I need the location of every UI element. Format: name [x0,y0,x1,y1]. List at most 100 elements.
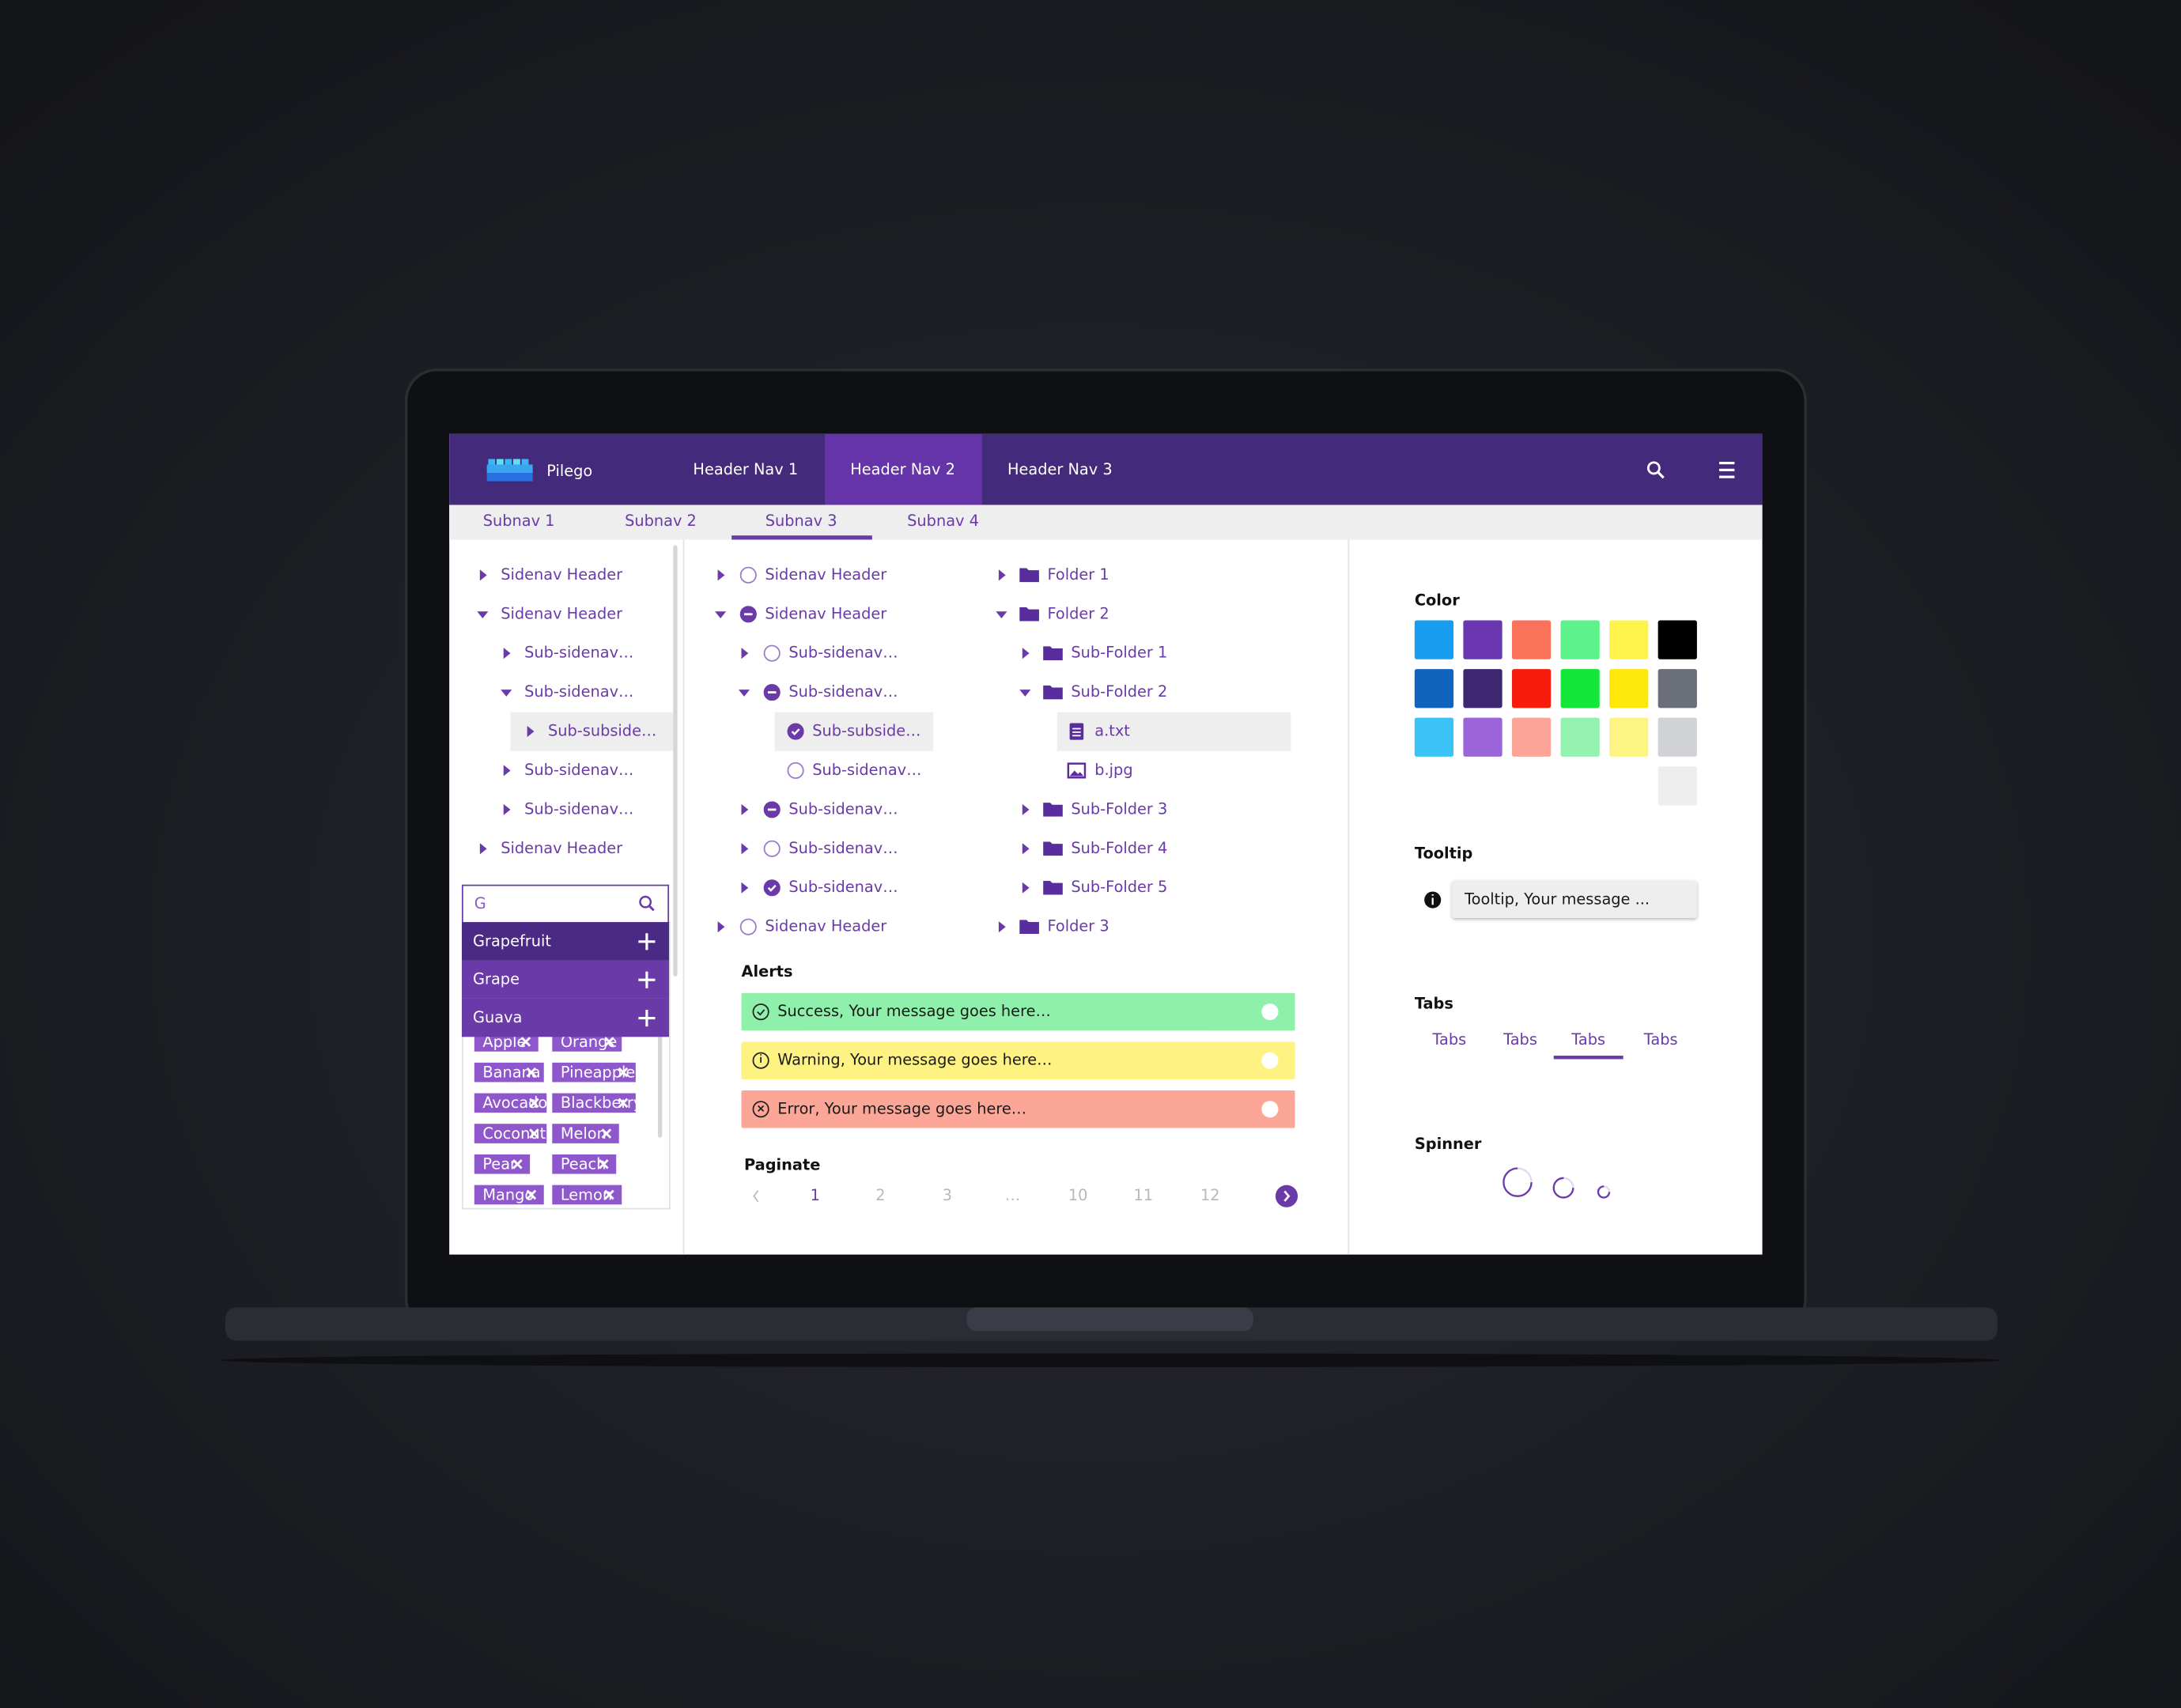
tree-item[interactable]: Folder 2 [1047,604,1109,622]
checkbox[interactable] [763,879,781,897]
page-number[interactable]: … [1005,1186,1020,1204]
tab[interactable]: Tabs [1503,1030,1537,1049]
checkbox-mark [744,613,753,616]
checkbox[interactable] [763,644,781,662]
checkbox[interactable] [739,566,757,584]
file-line [1072,731,1081,733]
dropdown-option[interactable] [461,960,670,999]
header-nav[interactable]: Header Nav 1 [693,460,798,478]
alert-icon [752,1003,769,1021]
checkbox[interactable] [739,918,757,935]
tree-item[interactable]: Sub-Folder 4 [1071,839,1167,857]
subnav-item[interactable]: Subnav 1 [483,512,555,530]
header-nav[interactable]: Header Nav 3 [1007,460,1113,478]
tab[interactable]: Tabs [1643,1030,1678,1049]
tree-item[interactable]: Sidenav Header [765,565,886,584]
tag-remove-icon[interactable] [529,1098,539,1109]
tag-remove-icon[interactable] [604,1189,614,1200]
tab[interactable]: Tabs [1431,1030,1466,1049]
tag-remove-icon[interactable] [512,1158,523,1170]
color-swatch [1511,669,1552,709]
checkbox[interactable] [787,761,804,780]
tree-item[interactable]: Sub-sidenav… [788,644,898,662]
subnav-item[interactable]: Subnav 4 [907,512,979,530]
tree-item[interactable]: a.txt [1094,722,1130,740]
page-number[interactable]: 11 [1134,1186,1154,1204]
tree-item[interactable]: Folder 3 [1047,917,1109,935]
tree-item[interactable]: b.jpg [1094,761,1132,779]
page-number[interactable]: 10 [1068,1186,1088,1204]
tree-item[interactable]: Sub-sidenav… [788,839,898,857]
section-title: Color [1415,591,1460,609]
header-nav[interactable]: Header Nav 2 [850,460,955,478]
tree-item[interactable]: Sub-Folder 3 [1071,799,1167,818]
tree-item[interactable]: Sub-subside… [812,722,920,740]
caret-icon [738,690,750,697]
tree-item[interactable]: Sub-sidenav… [788,878,898,896]
menu-icon[interactable] [1719,468,1735,471]
sidenav-item[interactable]: Sub-sidenav… [524,761,633,779]
tooltip-text: Tooltip, Your message ... [1464,890,1650,909]
sidenav-item[interactable]: Sub-sidenav… [524,682,633,701]
sidenav-item[interactable]: Sidenav Header [501,565,622,584]
color-swatch [1463,717,1503,757]
sidenav-item[interactable]: Sidenav Header [501,839,622,857]
tag-remove-icon[interactable] [601,1128,612,1139]
color-swatch [1463,620,1503,659]
tree-item[interactable]: Sub-sidenav… [788,682,898,701]
sidenav-item[interactable]: Sidenav Header [501,604,622,622]
page-number[interactable]: 12 [1200,1186,1220,1204]
alert-text: Success, Your message goes here… [777,1002,1051,1020]
tag-remove-icon[interactable] [604,1037,614,1047]
dropdown-option[interactable] [461,998,670,1037]
search-input[interactable] [461,884,670,924]
sidenav-item[interactable]: Sub-sidenav… [524,799,633,818]
tree-item[interactable]: Sub-Folder 1 [1071,644,1167,662]
menu-icon[interactable] [1719,475,1735,478]
caret-icon [503,803,511,815]
tree-item[interactable]: Sidenav Header [765,917,886,935]
tag-remove-icon[interactable] [618,1098,629,1109]
alert [741,1090,1295,1128]
page-number[interactable]: 2 [875,1186,885,1204]
tree-item[interactable]: Sub-Folder 2 [1071,682,1167,701]
tree-item[interactable]: Sub-sidenav… [812,761,921,779]
tag-remove-icon[interactable] [529,1128,539,1139]
scrollbar [657,1029,663,1138]
subnav-item[interactable]: Subnav 2 [625,512,697,530]
search-icon [1657,471,1665,479]
sidenav-item[interactable]: Sub-subside… [548,722,656,740]
alert [741,992,1295,1031]
menu-icon[interactable] [1719,461,1735,465]
selected-row [510,712,674,751]
subnav-item[interactable]: Subnav 3 [765,512,837,530]
section-title: Paginate [744,1156,820,1174]
page-number[interactable]: 3 [943,1186,952,1204]
color-swatch [1657,766,1697,806]
tree-item[interactable]: Sub-Folder 5 [1071,878,1167,896]
page-number[interactable]: 1 [811,1186,820,1204]
alert-close[interactable] [1261,1003,1279,1021]
tag-remove-icon[interactable] [618,1067,629,1078]
tag-remove-icon[interactable] [599,1158,609,1170]
checkbox[interactable] [787,723,804,740]
tree-item[interactable]: Folder 1 [1047,565,1109,584]
tree-item[interactable]: Sub-sidenav… [788,799,898,818]
prev-icon[interactable] [753,1190,759,1203]
search-icon[interactable] [1646,461,1661,475]
tag-remove-icon[interactable] [526,1189,537,1200]
tree-item[interactable]: Sidenav Header [765,604,886,622]
sidenav-item[interactable]: Sub-sidenav… [524,644,633,662]
tag-remove-icon[interactable] [526,1067,537,1078]
caret-icon [741,882,749,894]
tab[interactable]: Tabs [1571,1030,1605,1049]
checkbox[interactable] [763,840,781,857]
subnav-bar [449,504,1763,540]
color-swatch [1511,620,1552,659]
tag-remove-icon[interactable] [520,1037,531,1047]
caret-icon [503,765,511,777]
alert-close[interactable] [1261,1052,1279,1069]
dropdown-option[interactable] [461,922,670,961]
alert-close[interactable] [1261,1101,1279,1118]
next-button[interactable] [1275,1185,1298,1207]
